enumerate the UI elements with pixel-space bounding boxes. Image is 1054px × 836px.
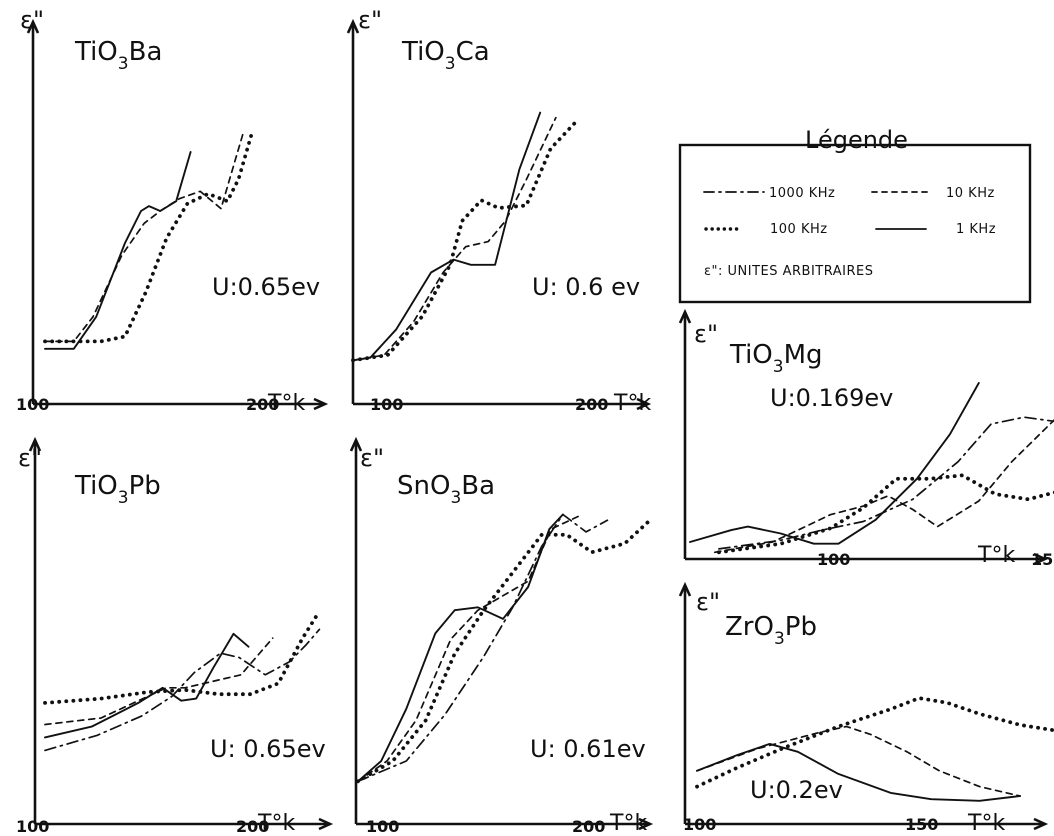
series-solid-line — [44, 632, 250, 739]
series-solid-line — [44, 151, 192, 350]
x-tick-label: 200 — [572, 817, 605, 836]
series-dotted-line — [695, 696, 1054, 789]
series-dashed-line — [696, 725, 1021, 797]
series-solid-line — [689, 382, 980, 545]
y-axis-arrow — [26, 18, 40, 34]
x-tick-label: 100 — [370, 395, 403, 414]
x-axis-label: T°k — [267, 391, 305, 416]
x-tick-label: 200 — [236, 817, 269, 836]
x-axis-arrow — [1033, 817, 1049, 831]
series-dashed-line — [352, 116, 557, 362]
series-solid-line — [352, 111, 542, 362]
x-axis-label: T°k — [613, 391, 651, 416]
legend-label-10khz: 10 KHz — [946, 186, 995, 201]
panel-title: TiO3Ca — [401, 37, 490, 74]
panel-title: TiO3Ba — [74, 37, 162, 74]
x-tick-label: 100 — [16, 817, 49, 836]
x-axis-arrow — [1033, 552, 1049, 566]
legend-units-note: ε": UNITES ARBITRAIRES — [704, 264, 873, 279]
panel-title: SnO3Ba — [397, 471, 495, 508]
series-dotted-line — [43, 132, 254, 344]
x-axis-arrow — [636, 397, 652, 411]
series-dotted-line — [717, 473, 1054, 555]
x-tick-label: 200 — [246, 395, 279, 414]
x-axis-label: T°k — [257, 811, 295, 836]
y-axis-arrow — [678, 308, 692, 324]
activation-energy: U: 0.65ev — [210, 735, 326, 763]
panel-title: TiO3Pb — [74, 471, 161, 508]
x-axis-arrow — [313, 397, 329, 411]
series-dashed-line — [357, 513, 584, 783]
x-tick-label: 200 — [575, 395, 608, 414]
series-solid-line — [696, 742, 1021, 802]
activation-energy: U:0.65ev — [212, 273, 320, 301]
y-axis-label: ε" — [694, 320, 718, 348]
x-tick-label: 100 — [16, 395, 49, 414]
series-dotted-line — [351, 121, 577, 363]
panel-title: ZrO3Pb — [725, 612, 817, 649]
series-dotted-line — [43, 612, 320, 705]
y-axis-label: ε" — [360, 444, 384, 472]
panel-title: TiO3Mg — [729, 340, 823, 377]
activation-energy: U:0.169ev — [770, 384, 893, 412]
legend-label-1khz: 1 KHz — [956, 222, 996, 237]
x-axis-label: T°k — [977, 543, 1015, 568]
y-axis-label: ε" — [18, 444, 42, 472]
panel-zro3pb: ε"ZrO3Pb U:0.2ev 100 150 T°k — [678, 581, 1054, 836]
series-dashdot-line — [44, 628, 321, 752]
x-tick-label: 150 — [905, 815, 938, 834]
series-dashed-line — [44, 637, 274, 726]
y-axis-label: ε" — [20, 6, 44, 34]
series-dashed-line — [713, 419, 1054, 554]
legend-title: Légende — [805, 126, 908, 154]
series-dashdot-line — [718, 416, 1054, 550]
y-axis-arrow — [28, 436, 42, 452]
y-axis-label: ε" — [358, 6, 382, 34]
y-axis-arrow — [346, 18, 360, 34]
legend-label-1000khz: 1000 KHz — [769, 186, 835, 201]
activation-energy: U: 0.61ev — [530, 735, 646, 763]
x-axis-arrow — [638, 817, 654, 831]
series-dashdot-line — [357, 513, 609, 783]
x-tick-label: 100 — [817, 550, 850, 569]
x-axis-arrow — [318, 817, 334, 831]
x-tick-label: 150 — [1031, 550, 1054, 569]
y-axis-label: ε" — [696, 588, 720, 616]
panel-tio3mg: ε" TiO3Mg U:0.169ev 100 150 T°k — [678, 308, 1054, 569]
series-dashed-line — [44, 131, 245, 343]
y-axis-arrow — [349, 436, 363, 452]
x-axis-label: T°k — [609, 811, 647, 836]
legend-label-100khz: 100 KHz — [770, 222, 828, 237]
legend-box: Légende 1000 KHz 10 KHz 100 KHz 1 KHz ε"… — [678, 126, 1032, 304]
panel-sno3ba: ε" SnO3Ba U: 0.61ev 100 200 T°k — [349, 436, 654, 836]
x-tick-label: 100 — [683, 815, 716, 834]
activation-energy: U: 0.6 ev — [532, 273, 640, 301]
panel-tio3ca: ε" TiO3Ca U: 0.6 ev 100 200 T°k — [346, 6, 652, 416]
activation-energy: U:0.2ev — [750, 776, 843, 804]
x-axis-label: T°k — [967, 811, 1005, 836]
x-tick-label: 100 — [366, 817, 399, 836]
y-axis-arrow — [678, 581, 692, 597]
